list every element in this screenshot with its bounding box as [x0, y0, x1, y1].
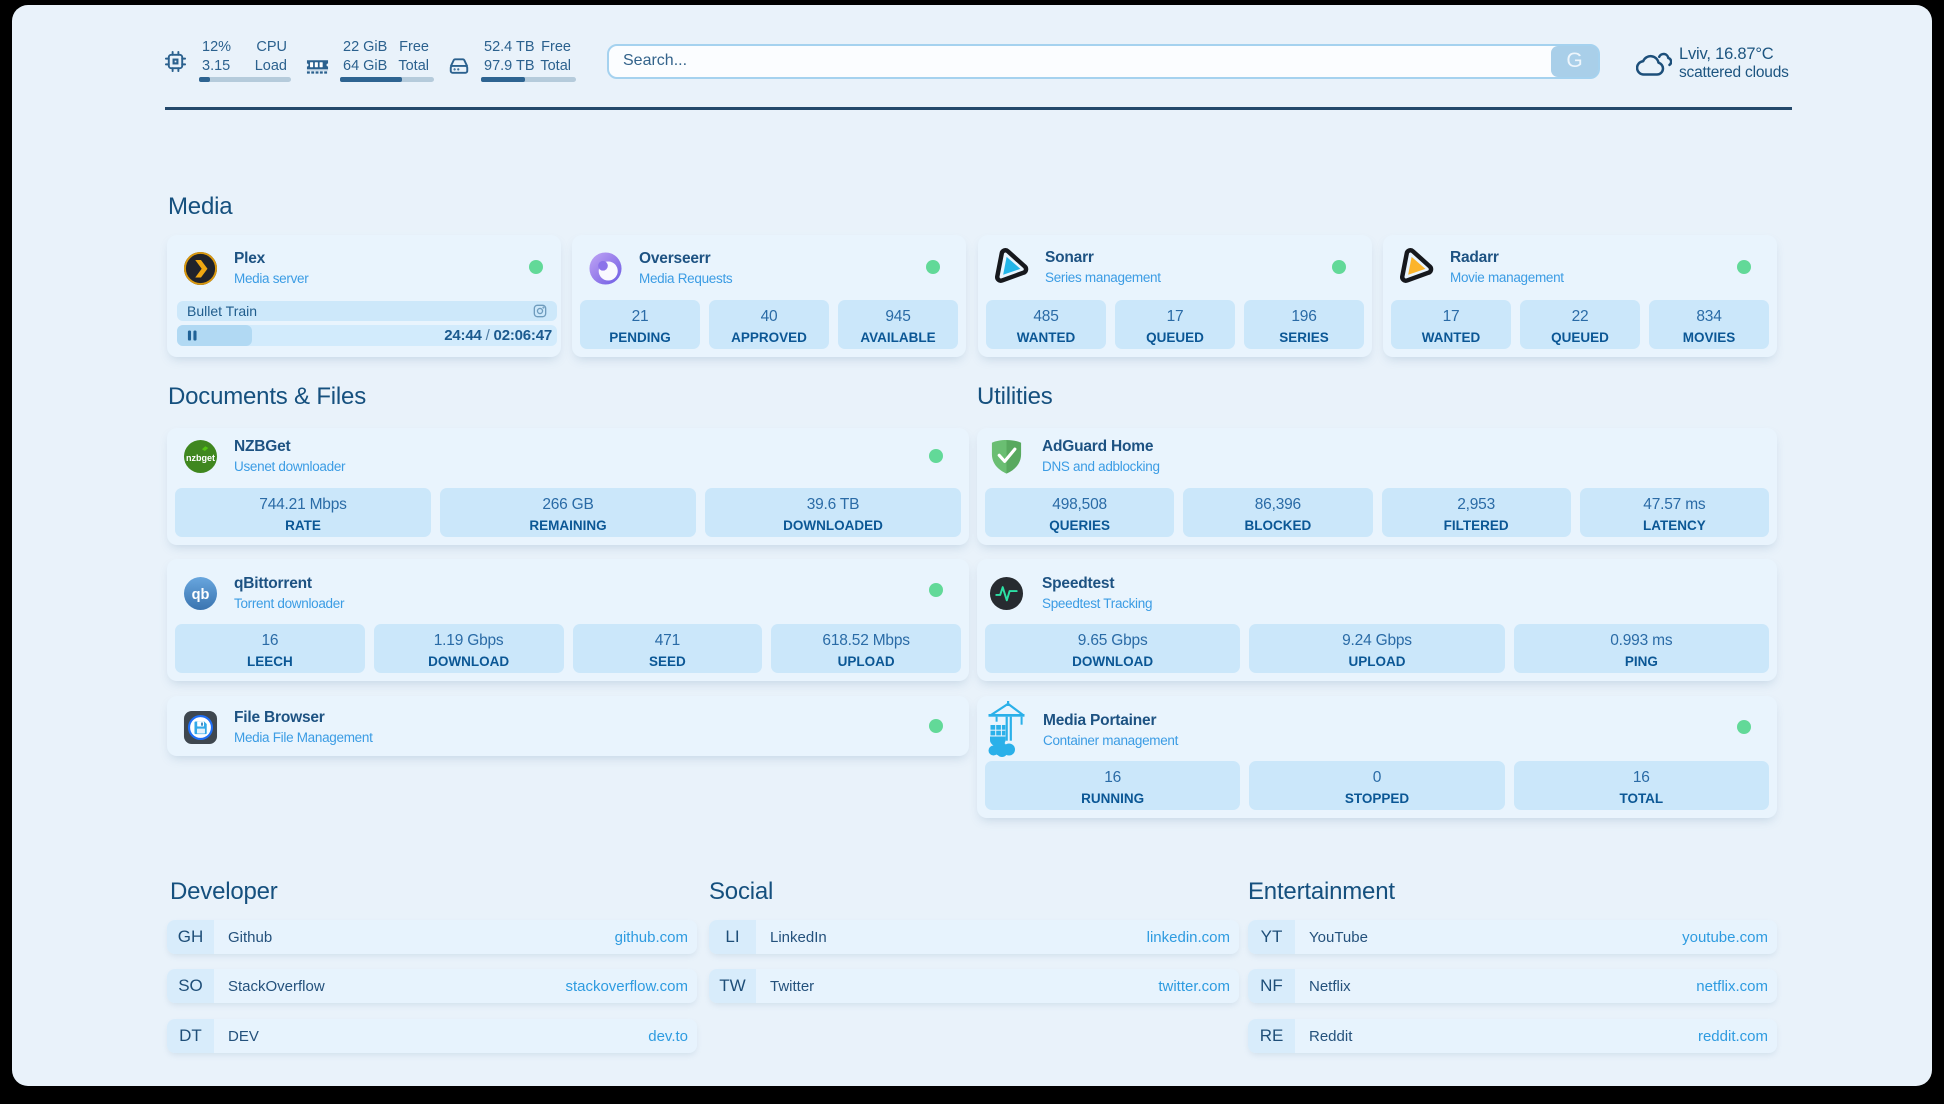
svg-text:qb: qb: [192, 587, 210, 603]
svg-text:nzbget: nzbget: [186, 453, 215, 463]
